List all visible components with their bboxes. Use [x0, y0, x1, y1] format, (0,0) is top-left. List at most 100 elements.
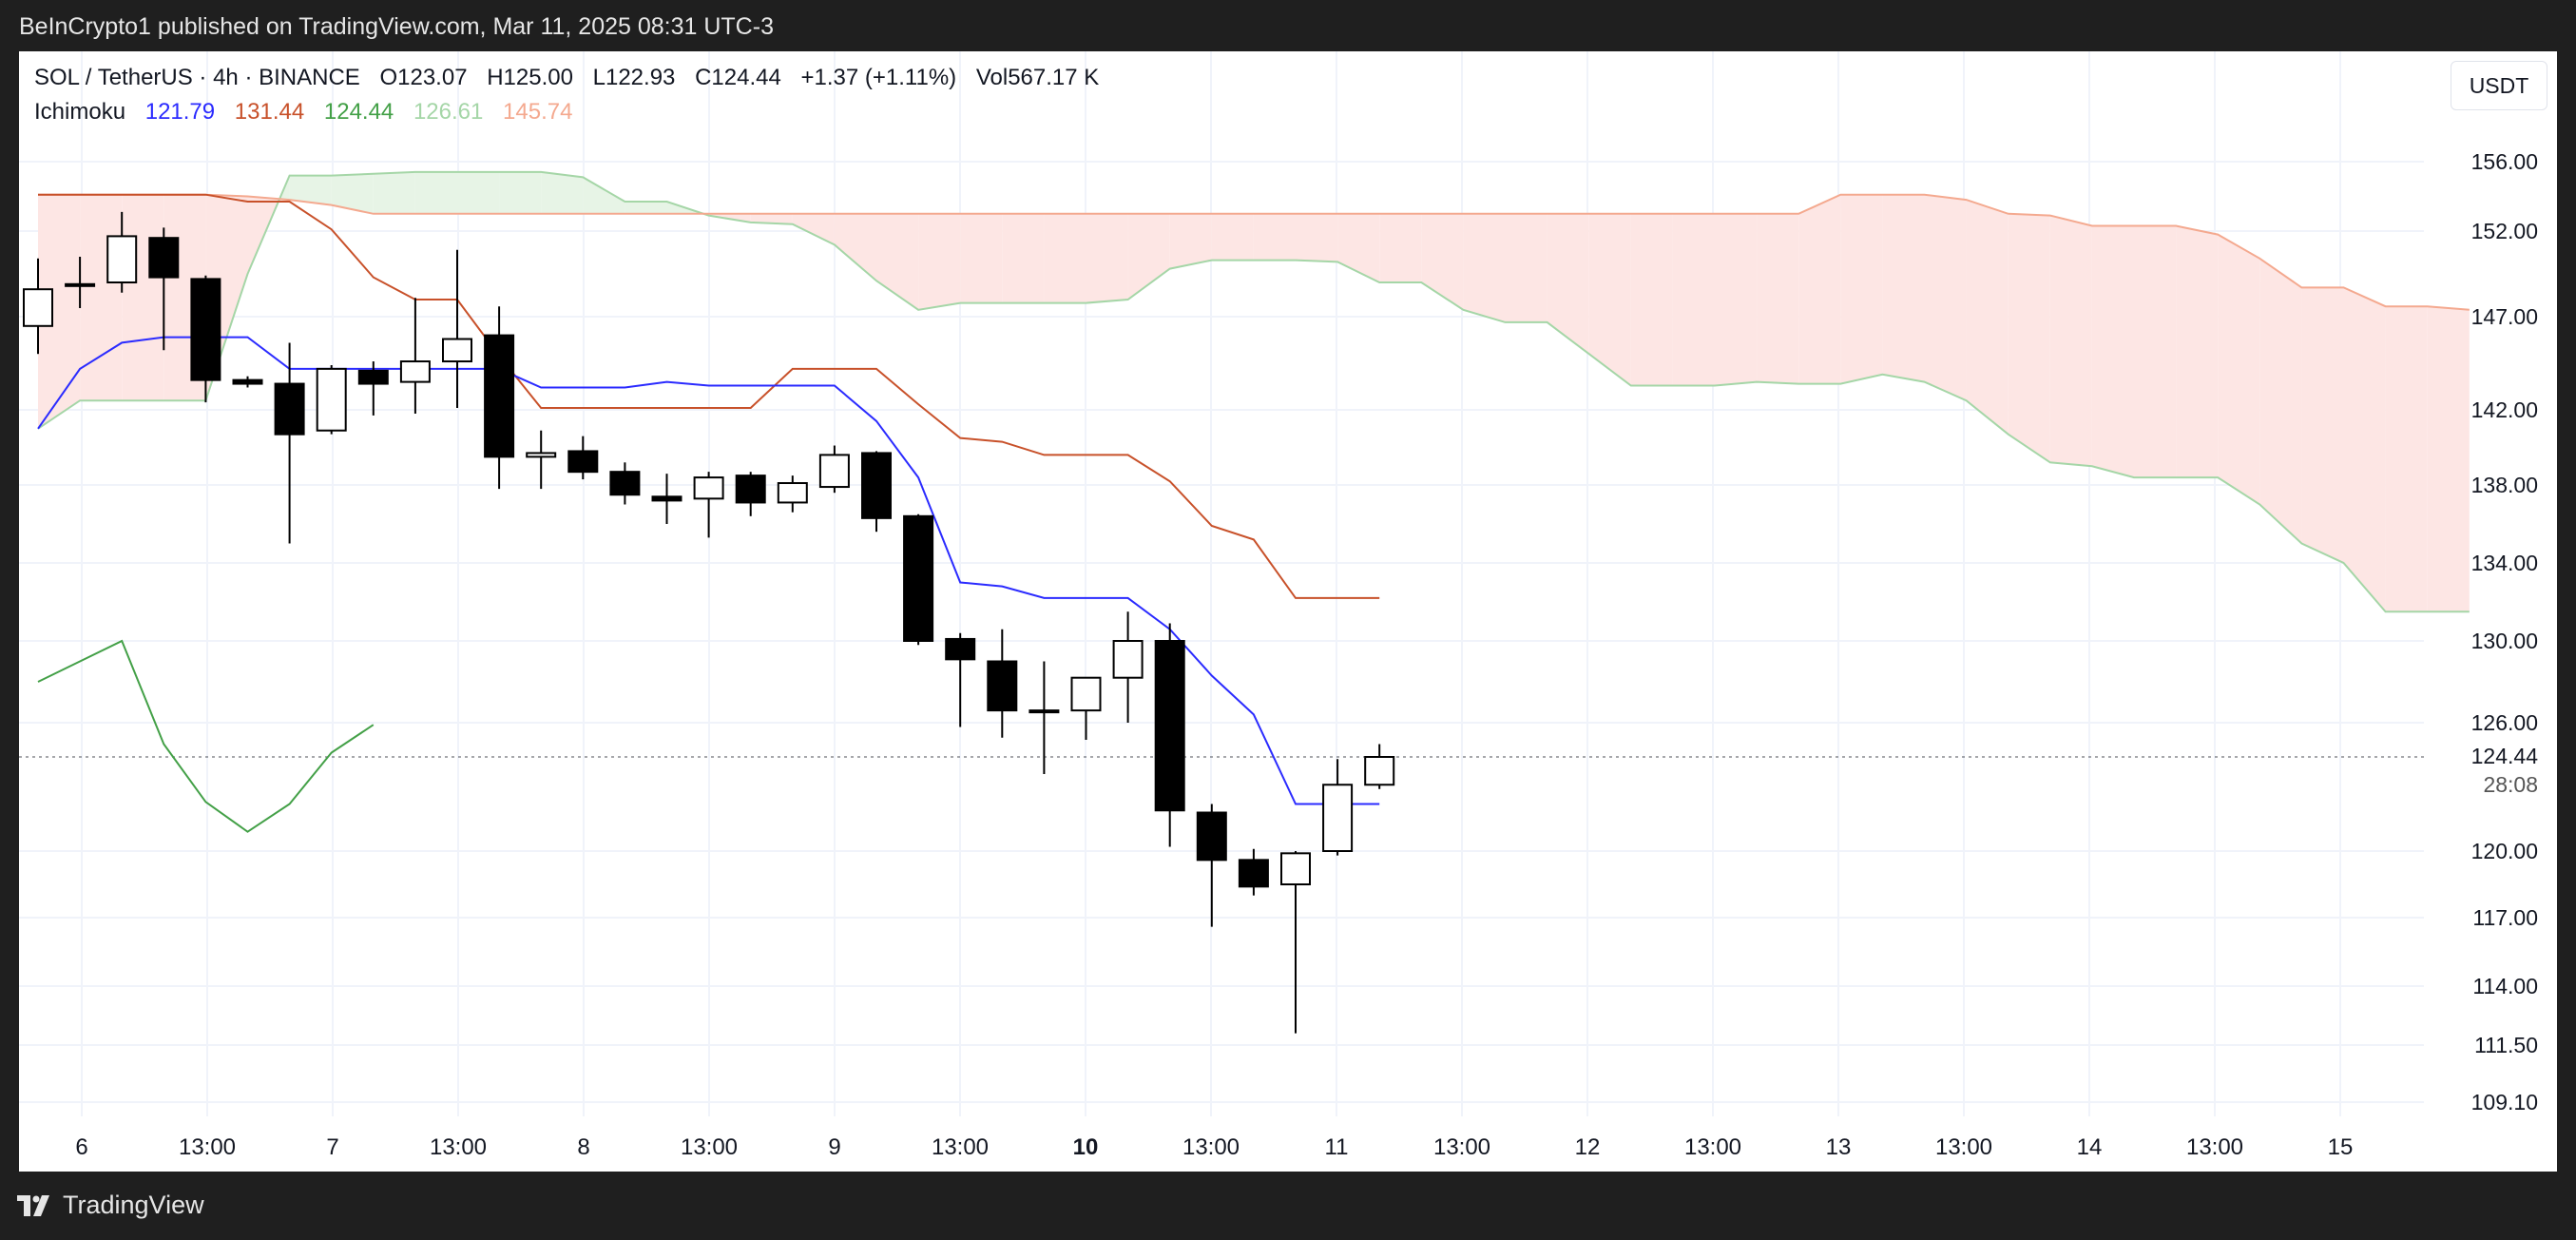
price-tick-label: 117.00	[2472, 905, 2538, 930]
tradingview-logo[interactable]: TradingView	[17, 1191, 204, 1220]
lagging-span-value: 124.44	[323, 99, 394, 125]
indicator-name[interactable]: Ichimoku	[34, 99, 126, 125]
price-tick-label: 109.10	[2471, 1090, 2538, 1114]
leading-span-b-line	[38, 193, 2470, 311]
candle	[1070, 676, 1102, 740]
cloud-segment	[792, 213, 835, 245]
cloud-segment	[1672, 213, 1715, 386]
cloud-segment	[331, 173, 374, 214]
candle	[526, 430, 557, 490]
time-tick-label: 10	[1073, 1134, 1099, 1160]
price-axis: 156.00 152.00 147.00 142.00 138.00 134.00 130.…	[2471, 149, 2539, 1114]
cloud-segment	[1044, 213, 1086, 303]
candle	[1280, 851, 1311, 1034]
cloud-segment	[1337, 213, 1380, 282]
cloud-segment	[457, 171, 500, 214]
price-chart[interactable]: 156.00 152.00 147.00 142.00 138.00 134.00 130.…	[19, 51, 2557, 1172]
candle-body-up	[1364, 756, 1395, 786]
candle-body-down	[651, 495, 682, 502]
ichimoku-lines	[37, 170, 2470, 833]
conversion-line-line	[37, 336, 1380, 805]
cloud-segment	[2259, 258, 2302, 544]
last-price-label: 124.44	[2471, 744, 2539, 768]
cloud-segment	[80, 194, 123, 401]
candle	[567, 436, 599, 480]
published-caption: BeInCrypto1 published on TradingView.com…	[19, 13, 774, 40]
lagging-span-line	[37, 639, 375, 833]
candle	[818, 445, 850, 494]
cloud-segment	[1547, 213, 1589, 355]
base-line-value: 131.44	[234, 99, 305, 125]
time-tick-label: 13:00	[1182, 1134, 1240, 1160]
cloud-segment	[1757, 213, 1799, 384]
cloud-segment	[1463, 213, 1506, 322]
leading-span-b-value: 145.74	[503, 99, 573, 125]
time-tick-label: 12	[1575, 1134, 1601, 1160]
time-tick-label: 7	[326, 1134, 338, 1160]
cloud-segment	[918, 213, 961, 310]
indicator-legend[interactable]: Ichimoku 121.79 131.44 124.44 126.61 145…	[34, 99, 586, 126]
candle	[357, 361, 389, 416]
cloud-segment	[1840, 194, 1883, 384]
cloud-segment	[1002, 213, 1045, 303]
price-tick-label: 152.00	[2471, 219, 2538, 243]
cloud-segment	[1379, 213, 1422, 282]
candle-body-down	[190, 278, 221, 381]
candle-body-up	[442, 338, 472, 363]
price-tick-label: 156.00	[2471, 149, 2538, 174]
chart-panel[interactable]: 156.00 152.00 147.00 142.00 138.00 134.00 130.…	[19, 51, 2557, 1172]
price-tick-label: 126.00	[2471, 710, 2538, 735]
time-tick-label: 13:00	[430, 1134, 487, 1160]
candle-body-down	[1238, 859, 1269, 888]
candle-body-up	[1028, 709, 1060, 714]
candle-body-up	[1280, 852, 1311, 885]
cloud-segment	[750, 213, 793, 224]
candle-body-up	[23, 288, 53, 327]
candle-body-up	[777, 482, 808, 504]
cloud-segment	[1253, 213, 1296, 261]
footer-bar: TradingView	[0, 1172, 2576, 1240]
candle-body-down	[1196, 811, 1227, 862]
candle	[609, 462, 641, 505]
candle	[442, 249, 472, 409]
cloud-segment	[373, 171, 415, 214]
candle-body-down	[148, 237, 180, 279]
cloud-segment	[834, 213, 876, 281]
candle	[777, 475, 808, 513]
candle-body-down	[903, 514, 934, 642]
currency-button[interactable]: USDT	[2451, 61, 2547, 110]
candle-body-down	[861, 452, 892, 519]
symbol-label[interactable]: SOL / TetherUS · 4h · BINANCE	[34, 65, 360, 90]
candle	[735, 472, 766, 516]
cloud-segment	[1882, 194, 1925, 382]
tradingview-logo-icon	[17, 1194, 49, 1216]
candle	[65, 257, 96, 308]
candle-body-down	[357, 369, 389, 385]
candle	[148, 227, 180, 351]
candle	[274, 342, 305, 544]
candle-body-up	[106, 235, 138, 283]
price-tick-label: 130.00	[2471, 629, 2538, 653]
candle-body-down	[567, 450, 599, 474]
cloud-segment	[1588, 213, 1631, 386]
time-axis: 6 13:00 7 13:00 8 13:00 9 13:00 10 13:00 11 13:00 12…	[75, 1134, 2353, 1160]
candle	[1154, 623, 1185, 847]
candle	[316, 364, 347, 435]
bar-countdown-label: 28:08	[2483, 772, 2538, 797]
candle-body-up	[316, 367, 347, 432]
symbol-legend[interactable]: SOL / TetherUS · 4h · BINANCE O123.07 H1…	[34, 65, 1112, 91]
candle-body-down	[274, 382, 305, 436]
candle-body-up	[399, 360, 431, 383]
cloud-segment	[1966, 200, 2009, 435]
candle	[23, 258, 53, 355]
candles	[23, 211, 1395, 1034]
candle-body-down	[945, 637, 976, 661]
candle	[1364, 744, 1395, 789]
cloud-segment	[960, 213, 1003, 303]
cloud-segment	[1127, 213, 1170, 300]
candle-body-down	[1154, 640, 1185, 812]
price-tick-label: 134.00	[2471, 551, 2538, 575]
price-tick-label: 142.00	[2471, 397, 2538, 422]
candle	[106, 211, 138, 293]
candle	[693, 472, 724, 538]
